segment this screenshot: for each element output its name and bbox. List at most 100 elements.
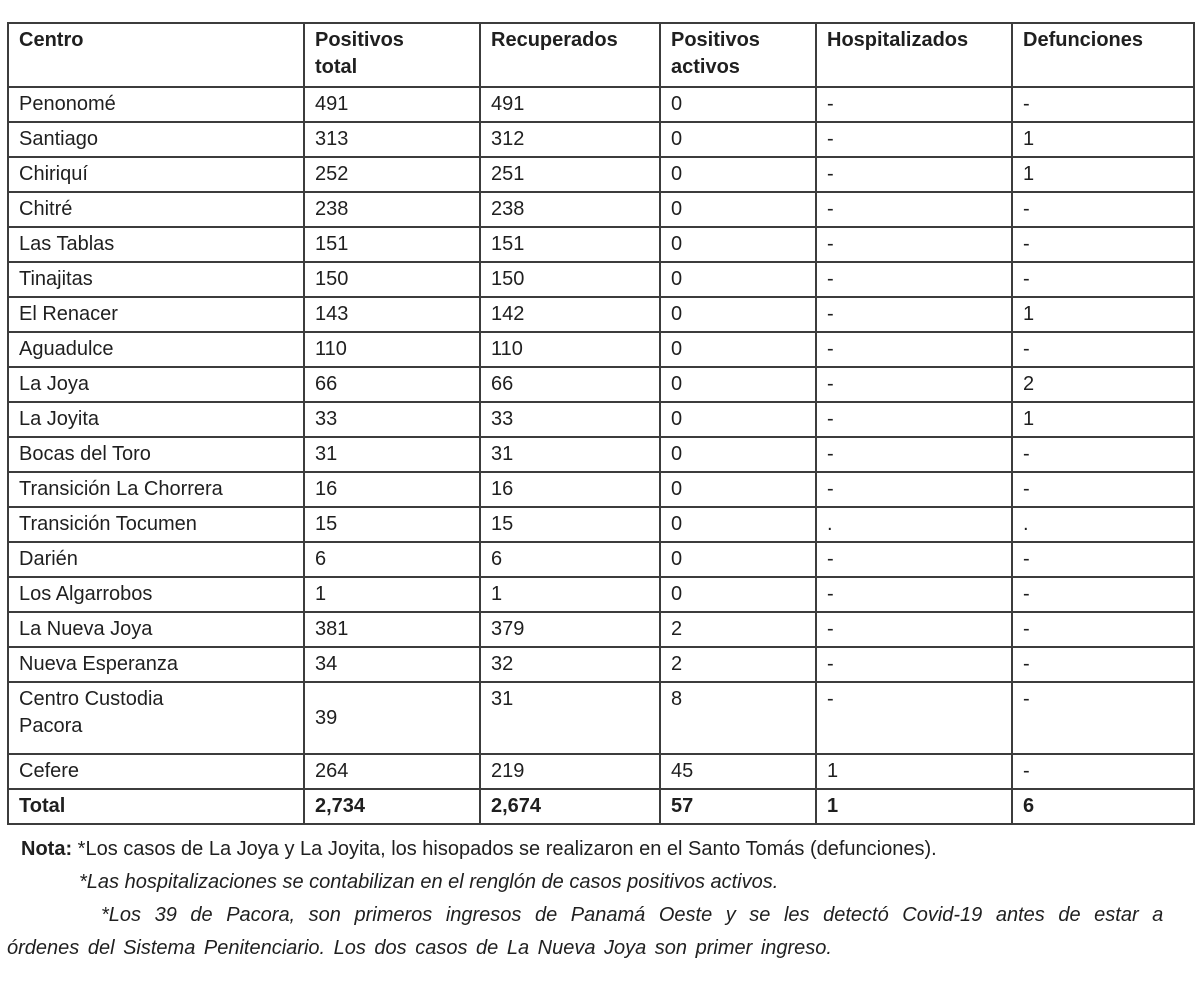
table-cell: Tinajitas — [7, 261, 305, 298]
table-cell: 32 — [479, 646, 661, 683]
table-cell: - — [1011, 86, 1195, 123]
table-cell: 1 — [1011, 121, 1195, 158]
table-cell: 313 — [303, 121, 481, 158]
table-cell: 1 — [1011, 296, 1195, 333]
table-cell: 143 — [303, 296, 481, 333]
table-cell: 238 — [303, 191, 481, 228]
table-cell: 0 — [659, 471, 817, 508]
table-cell: 0 — [659, 576, 817, 613]
table-cell: 0 — [659, 296, 817, 333]
table-cell: 142 — [479, 296, 661, 333]
table-cell: 110 — [479, 331, 661, 368]
table-cell: 2 — [659, 646, 817, 683]
table-cell: Bocas del Toro — [7, 436, 305, 473]
table-cell: Los Algarrobos — [7, 576, 305, 613]
table-cell: 264 — [303, 753, 481, 790]
table-cell: Total — [7, 788, 305, 825]
table-row: Bocas del Toro 31 31 0- - — [7, 436, 1195, 473]
table-cell: - — [1011, 611, 1195, 648]
table-row: Penonomé 491 491 0- - — [7, 86, 1195, 123]
table-cell: . — [1011, 506, 1195, 543]
table-row: Transición Tocumen 15 15 0.. — [7, 506, 1195, 543]
table-row: La Nueva Joya 381 379 2- - — [7, 611, 1195, 648]
table-cell: - — [815, 86, 1013, 123]
table-cell: 34 — [303, 646, 481, 683]
table-row: Cefere 264 219 45 1- — [7, 753, 1195, 790]
table-cell: La Nueva Joya — [7, 611, 305, 648]
table-cell: 238 — [479, 191, 661, 228]
table-cell: - — [815, 681, 1013, 755]
table-cell: 0 — [659, 331, 817, 368]
table-cell: 491 — [303, 86, 481, 123]
table-cell: 31 — [303, 436, 481, 473]
note-line-2: *Las hospitalizaciones se contabilizan e… — [79, 871, 779, 893]
table-cell: 6 — [1011, 788, 1195, 825]
table-cell: - — [1011, 261, 1195, 298]
note-label: Nota: — [21, 838, 73, 860]
table-cell: - — [815, 541, 1013, 578]
table-cell: 2,734 — [303, 788, 481, 825]
table-cell: 151 — [303, 226, 481, 263]
table-cell: Centro Custodia Pacora — [7, 681, 305, 755]
table-row: Las Tablas 151 151 0- - — [7, 226, 1195, 263]
table-cell: - — [815, 191, 1013, 228]
note-line-4: órdenes del Sistema Penitenciario. Los d… — [7, 937, 832, 959]
table-cell: La Joya — [7, 366, 305, 403]
table-cell: 0 — [659, 401, 817, 438]
table-cell: 16 — [303, 471, 481, 508]
table-cell: - — [815, 576, 1013, 613]
table-cell: Las Tablas — [7, 226, 305, 263]
table-row: Santiago 313 312 0-1 — [7, 121, 1195, 158]
table-cell: 252 — [303, 156, 481, 193]
table-cell: Transición La Chorrera — [7, 471, 305, 508]
table-row: Los Algarrobos 1 1 0- - — [7, 576, 1195, 613]
table-row: Darién 6 6 0- - — [7, 541, 1195, 578]
note-line-3: *Los 39 de Pacora, son primeros ingresos… — [101, 904, 1164, 926]
table-row: Nueva Esperanza 34 32 2- - — [7, 646, 1195, 683]
table-row: Transición La Chorrera 16 16 0- - — [7, 471, 1195, 508]
note-line-1-text: *Los casos de La Joya y La Joyita, los h… — [77, 838, 937, 860]
table-cell: 33 — [479, 401, 661, 438]
covid-table: Centro Positivos total Recuperados Positivo… — [7, 22, 1195, 825]
table-cell: 1 — [1011, 156, 1195, 193]
table-cell: 150 — [479, 261, 661, 298]
table-row: Centro Custodia Pacora 39 31 8- - — [7, 681, 1195, 755]
table-row: Aguadulce 110 110 0- - — [7, 331, 1195, 368]
column-header: Positivos activos — [659, 22, 817, 88]
table-cell: Santiago — [7, 121, 305, 158]
table-cell: Nueva Esperanza — [7, 646, 305, 683]
table-cell: - — [1011, 576, 1195, 613]
table-cell: 150 — [303, 261, 481, 298]
table-row: Tinajitas 150 150 0- - — [7, 261, 1195, 298]
table-cell: 15 — [479, 506, 661, 543]
table-cell: - — [815, 366, 1013, 403]
table-cell: 379 — [479, 611, 661, 648]
table-cell: - — [815, 226, 1013, 263]
table-cell: - — [815, 261, 1013, 298]
table-cell: - — [1011, 681, 1195, 755]
table-cell: 1 — [303, 576, 481, 613]
table-cell: 0 — [659, 156, 817, 193]
table-cell: - — [1011, 191, 1195, 228]
table-row: Chiriquí 252 251 0-1 — [7, 156, 1195, 193]
table-cell: - — [1011, 753, 1195, 790]
table-cell: 2 — [659, 611, 817, 648]
table-cell: Chitré — [7, 191, 305, 228]
table-cell: - — [1011, 541, 1195, 578]
table-cell: - — [1011, 646, 1195, 683]
table-cell: 251 — [479, 156, 661, 193]
table-cell: - — [1011, 226, 1195, 263]
table-cell: - — [1011, 331, 1195, 368]
table-cell: - — [815, 156, 1013, 193]
table-cell: Transición Tocumen — [7, 506, 305, 543]
table-cell: 0 — [659, 366, 817, 403]
table-cell: Cefere — [7, 753, 305, 790]
total-row: Total 2,734 2,674 57 1 6 — [7, 788, 1195, 825]
column-header: Positivos total — [303, 22, 481, 88]
table-cell: - — [815, 121, 1013, 158]
table-cell: 110 — [303, 331, 481, 368]
table-cell: 2,674 — [479, 788, 661, 825]
column-header: Recuperados — [479, 22, 661, 88]
table-cell: - — [1011, 471, 1195, 508]
table-cell: 312 — [479, 121, 661, 158]
